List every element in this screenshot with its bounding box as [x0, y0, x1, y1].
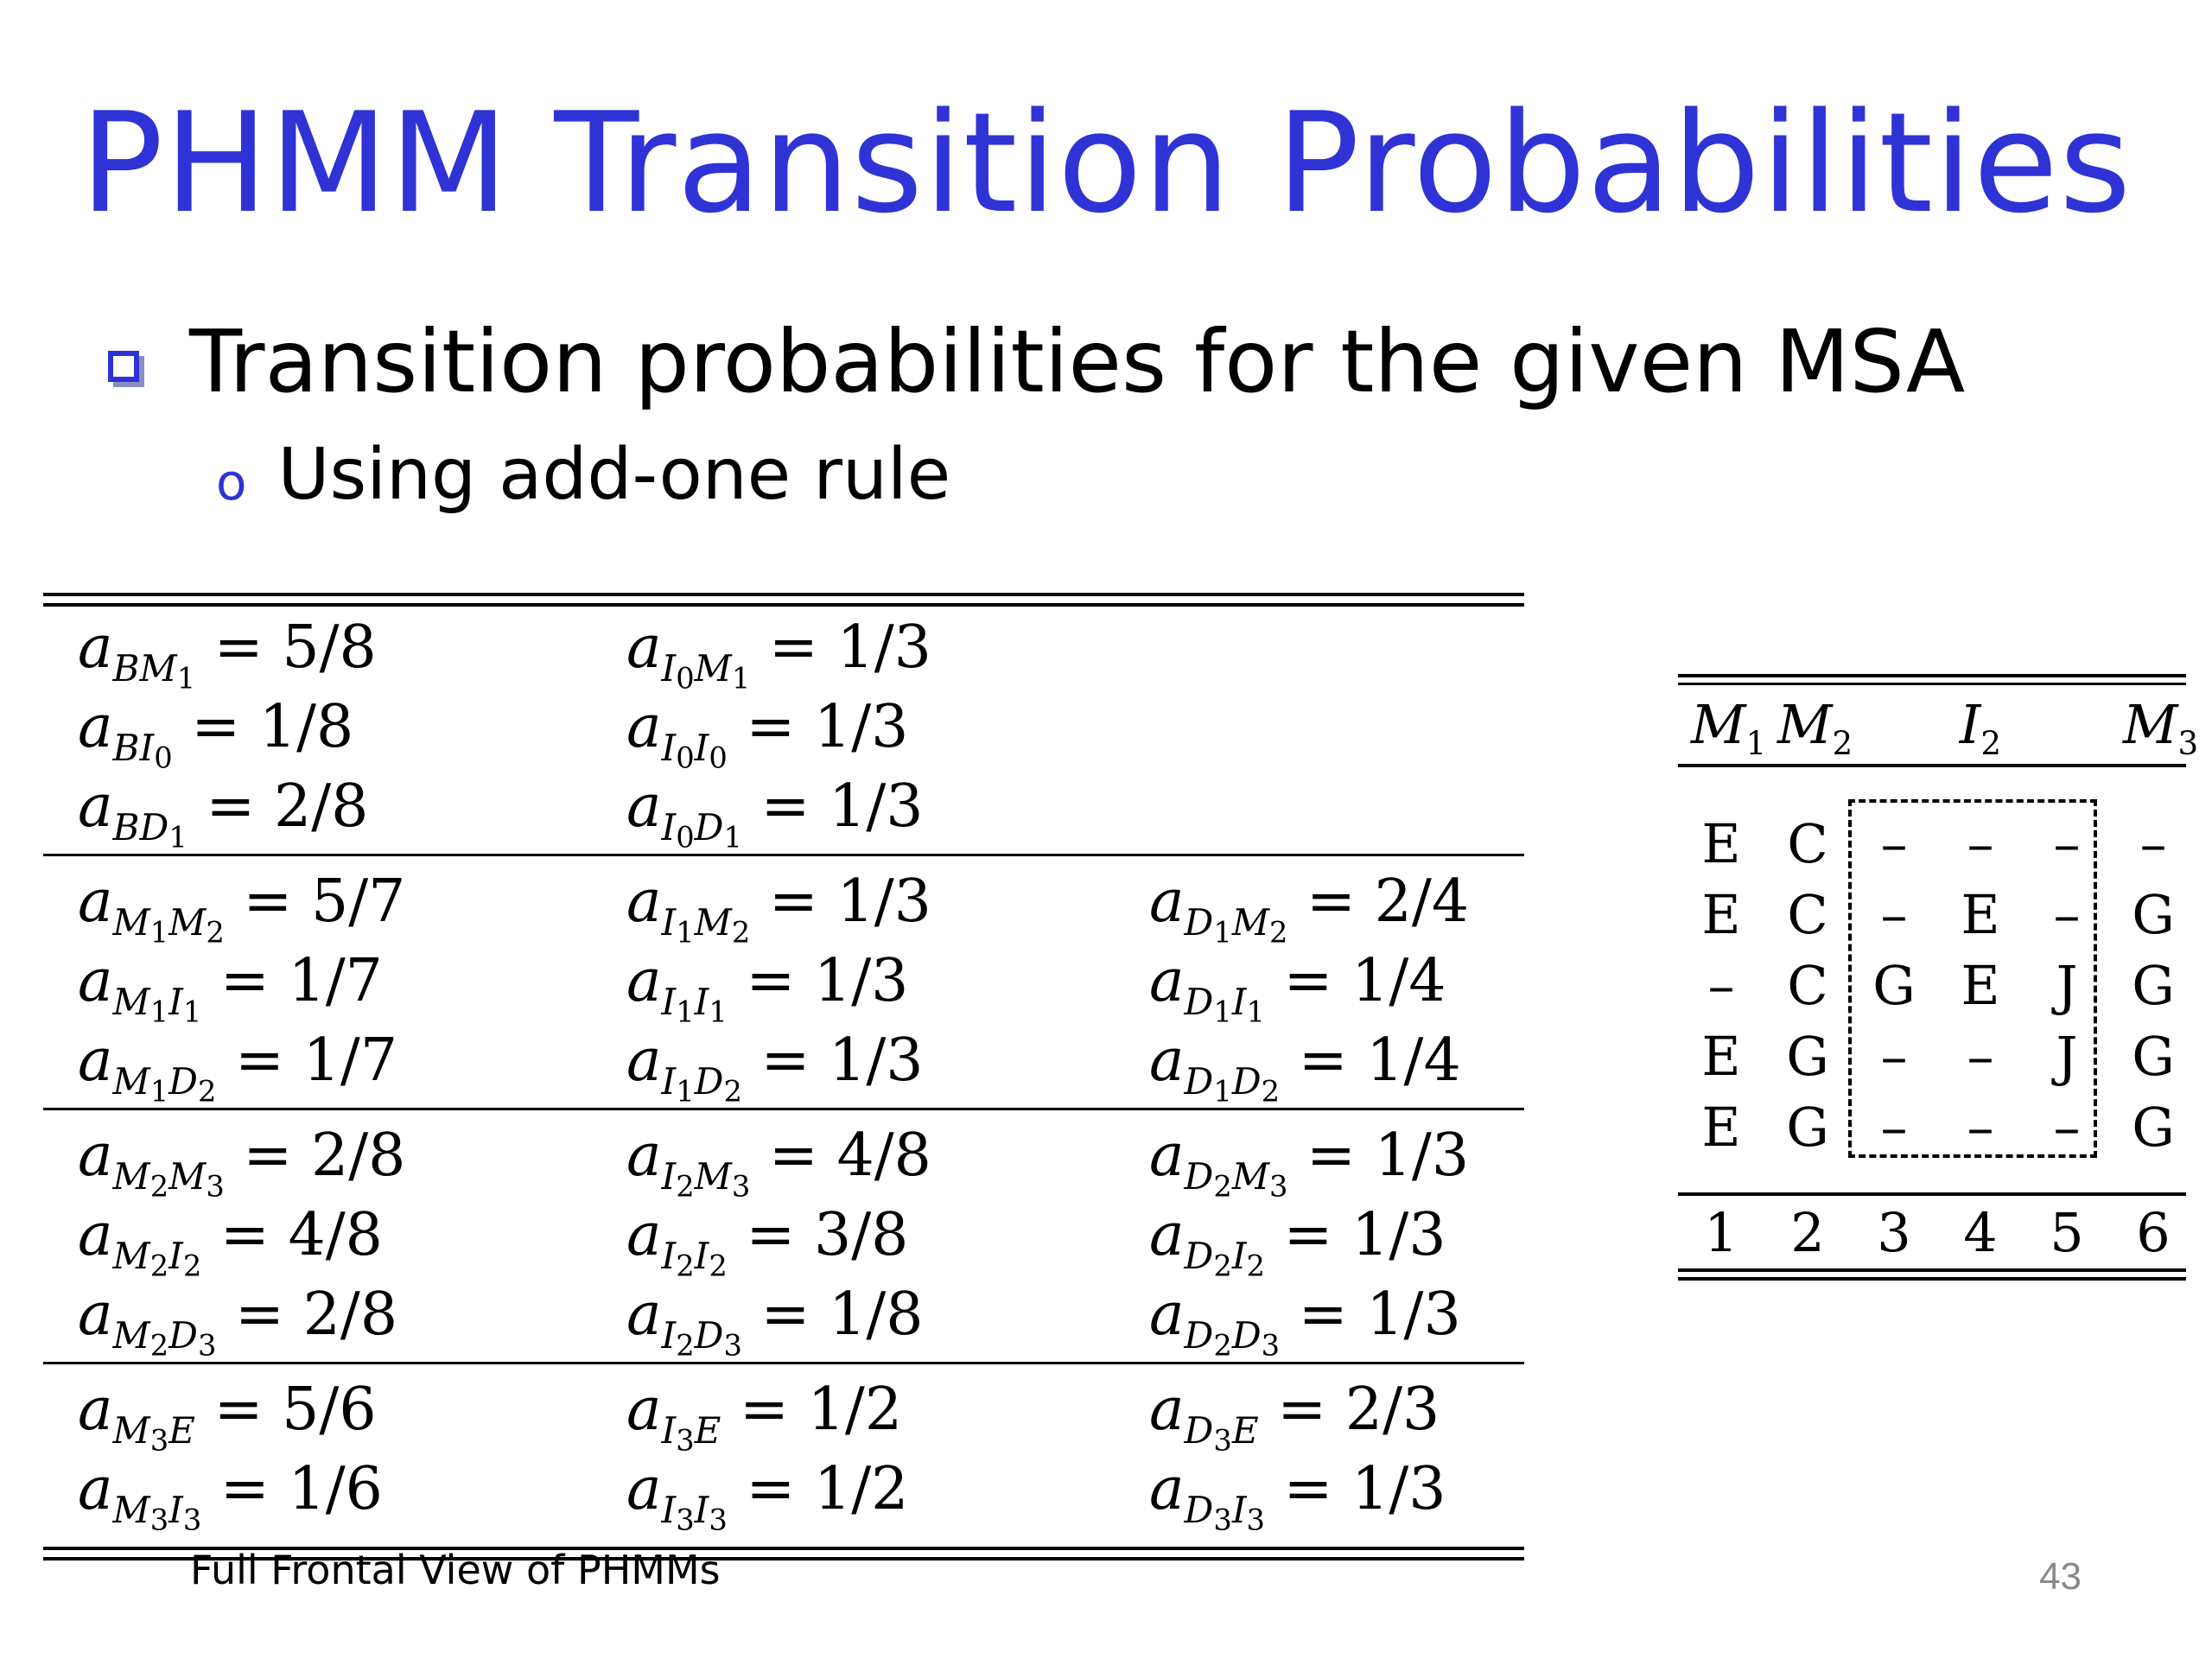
msa-column-number: 4 [1963, 1201, 1998, 1264]
transition-entry: aBM1 = 5/8 [78, 613, 377, 696]
msa-cell: G [1786, 1025, 1829, 1088]
transition-entry: aD3I3 = 1/3 [1149, 1455, 1446, 1537]
msa-cell: E [1701, 812, 1741, 875]
msa-column-number: 2 [1790, 1201, 1825, 1264]
transition-entry: aI3E = 1/2 [626, 1376, 903, 1458]
msa-cell: – [2139, 812, 2167, 875]
msa-column-number: 6 [2136, 1201, 2171, 1264]
transition-entry: aI0M1 = 1/3 [626, 613, 931, 696]
transition-entry: aD2I2 = 1/3 [1149, 1201, 1446, 1283]
msa-cell: E [1701, 1025, 1741, 1088]
transition-entry: aBI0 = 1/8 [78, 693, 354, 775]
msa-cell: – [1880, 1096, 1908, 1159]
table-rule [43, 1547, 1524, 1550]
msa-cell: – [1880, 812, 1908, 875]
msa-cell: E [1961, 883, 2000, 946]
transition-entry: aD1D2 = 1/4 [1149, 1027, 1461, 1109]
transition-entry: aI1M2 = 1/3 [626, 868, 931, 950]
transition-entry: aM3E = 5/6 [78, 1376, 377, 1458]
transition-entry: aI0D1 = 1/3 [626, 772, 924, 855]
msa-rule [1678, 1277, 2186, 1281]
msa-table: M1 M2 I2 M3 E C – – – – E C – E – G – C G E J G E G – – J G E G – – – G 1 2… [1678, 674, 2199, 1283]
table-rule [43, 1557, 1524, 1560]
table-rule [43, 603, 1524, 607]
circle-bullet-icon: o [216, 452, 247, 512]
msa-cell: – [2053, 883, 2081, 946]
bullet-item: Transition probabilities for the given M… [108, 311, 1965, 412]
msa-state-header: M1 [1691, 693, 1767, 763]
transition-entry: aM1M2 = 5/7 [78, 868, 406, 950]
table-rule [43, 1362, 1524, 1364]
msa-rule [1678, 1268, 2186, 1272]
msa-cell: – [1880, 1025, 1908, 1088]
transition-entry: aM2D3 = 2/8 [78, 1281, 398, 1363]
transition-entry: aD1I1 = 1/4 [1149, 947, 1446, 1029]
transition-entry: aM3I3 = 1/6 [78, 1455, 383, 1537]
msa-state-header: I2 [1959, 693, 2002, 763]
transition-entry: aI3I3 = 1/2 [626, 1455, 909, 1537]
msa-cell: C [1787, 812, 1828, 875]
msa-cell: – [1967, 812, 1994, 875]
msa-column-number: 5 [2050, 1201, 2084, 1264]
msa-rule [1678, 683, 2186, 685]
msa-rule [1678, 764, 2186, 767]
msa-cell: G [2132, 954, 2175, 1017]
transition-entry: aM1I1 = 1/7 [78, 947, 383, 1029]
transition-entry: aI2M3 = 4/8 [626, 1122, 931, 1204]
transition-entry: aI0I0 = 1/3 [626, 693, 909, 775]
msa-state-header: M2 [1777, 693, 1853, 763]
msa-cell: – [1967, 1096, 1994, 1159]
transition-entry: aI1D2 = 1/3 [626, 1027, 924, 1109]
msa-cell: G [2132, 1025, 2175, 1088]
transition-entry: aM2M3 = 2/8 [78, 1122, 406, 1204]
slide-title: PHMM Transition Probabilities [79, 82, 2133, 244]
insert-region-box [1848, 799, 2097, 1158]
msa-cell: J [2056, 954, 2078, 1017]
transition-entry: aI2D3 = 1/8 [626, 1281, 924, 1363]
msa-cell: E [1701, 883, 1741, 946]
transition-entry: aI1I1 = 1/3 [626, 947, 909, 1029]
sub-bullet-item: o Using add-one rule [216, 434, 950, 516]
square-bullet-icon [108, 350, 139, 382]
msa-cell: C [1787, 954, 1828, 1017]
transition-entry: aM2I2 = 4/8 [78, 1201, 383, 1283]
msa-cell: G [1786, 1096, 1829, 1159]
msa-cell: G [1872, 954, 1916, 1017]
transition-entry: aD3E = 2/3 [1149, 1376, 1440, 1458]
msa-cell: – [1967, 1025, 1994, 1088]
table-rule [43, 854, 1524, 856]
page-number: 43 [2039, 1555, 2082, 1598]
msa-cell: J [2056, 1025, 2078, 1088]
footer-text: Full Frontal View of PHMMs [190, 1547, 721, 1593]
msa-cell: – [1707, 954, 1735, 1017]
bullet-text: Transition probabilities for the given M… [189, 311, 1966, 412]
msa-cell: E [1701, 1096, 1741, 1159]
transition-entry: aM1D2 = 1/7 [78, 1027, 398, 1109]
transition-probability-table: aBM1 = 5/8 aI0M1 = 1/3 aBI0 = 1/8 aI0I0 = 1… [43, 593, 1524, 1560]
msa-cell: – [2053, 812, 2081, 875]
transition-entry: aI2I2 = 3/8 [626, 1201, 909, 1283]
table-rule [43, 593, 1524, 596]
msa-cell: E [1961, 954, 2000, 1017]
msa-state-header: M3 [2123, 693, 2199, 763]
msa-column-number: 1 [1704, 1201, 1738, 1264]
msa-column-number: 3 [1877, 1201, 1911, 1264]
msa-cell: – [2053, 1096, 2081, 1159]
msa-rule [1678, 1192, 2186, 1196]
msa-cell: – [1880, 883, 1908, 946]
transition-entry: aD1M2 = 2/4 [1149, 868, 1470, 950]
msa-rule [1678, 674, 2186, 677]
table-rule [43, 1108, 1524, 1110]
msa-cell: C [1787, 883, 1828, 946]
sub-bullet-text: Using add-one rule [277, 434, 951, 516]
transition-entry: aD2M3 = 1/3 [1149, 1122, 1470, 1204]
msa-cell: G [2132, 883, 2175, 946]
transition-entry: aBD1 = 2/8 [78, 772, 369, 855]
transition-entry: aD2D3 = 1/3 [1149, 1281, 1461, 1363]
msa-cell: G [2132, 1096, 2175, 1159]
